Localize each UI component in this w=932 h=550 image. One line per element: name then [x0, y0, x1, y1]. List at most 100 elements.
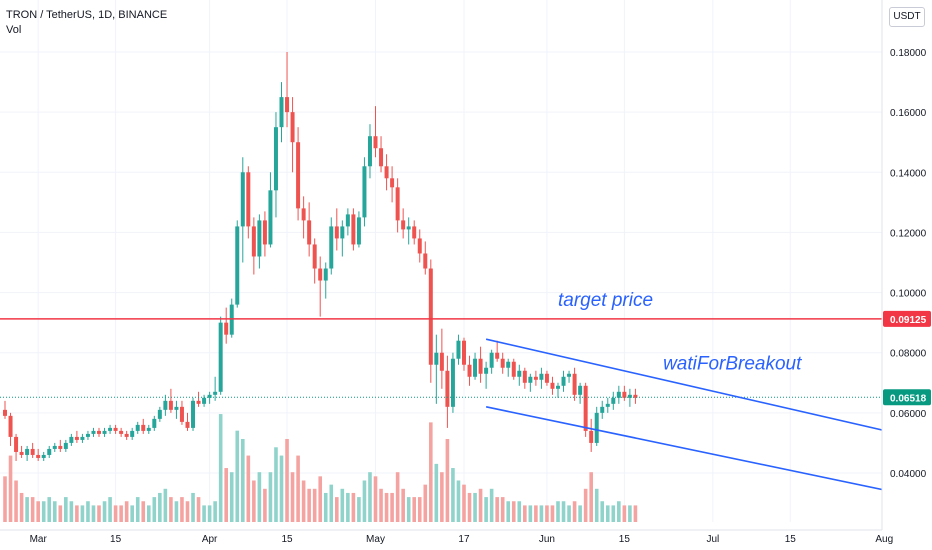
candle-body	[285, 97, 290, 113]
breakout-label[interactable]: watiForBreakout	[663, 353, 802, 374]
volume-bar	[135, 497, 140, 522]
volume-bar	[285, 438, 289, 522]
volume-bar	[506, 501, 511, 522]
price-label-box[interactable]	[883, 389, 931, 406]
candle-body	[423, 253, 428, 269]
candle-body	[63, 442, 68, 449]
candle-body	[185, 421, 190, 428]
volume-bar	[429, 422, 433, 522]
candle-body	[329, 226, 334, 269]
volume-bar	[307, 488, 311, 522]
candle-body	[191, 400, 196, 428]
volume-bar	[417, 497, 422, 522]
volume-bar	[75, 505, 79, 522]
volume-bar	[113, 505, 118, 522]
candle-body	[74, 436, 79, 440]
candle-body	[257, 220, 262, 257]
price-tick-label: 0.04000	[890, 469, 927, 480]
target-price-label[interactable]: target price	[558, 290, 653, 311]
candle-body	[251, 226, 256, 257]
time-tick-label: Jul	[706, 534, 719, 545]
volume-bar	[185, 501, 190, 522]
symbol-title[interactable]: TRON / TetherUS, 1D, BINANCE	[6, 9, 168, 21]
volume-bar	[484, 497, 488, 522]
candle-body	[3, 409, 7, 416]
volume-bar	[213, 501, 217, 522]
candle-body	[19, 451, 24, 455]
volume-bar	[119, 505, 123, 522]
channel-line-lower[interactable]	[485, 406, 932, 521]
volume-bar	[456, 480, 461, 522]
annotations[interactable]: target price watiForBreakout	[558, 290, 802, 374]
candle-body	[52, 445, 57, 449]
volume-bar	[312, 488, 317, 522]
volume-bar	[58, 505, 63, 522]
volume-bar	[323, 492, 328, 522]
candle-body	[401, 220, 406, 230]
volume-bar	[263, 488, 267, 522]
target-price-tag[interactable]: 0.09125	[890, 315, 927, 326]
volume-bar	[578, 505, 582, 522]
price-label-box[interactable]	[883, 310, 931, 327]
volume-bar	[633, 505, 638, 522]
time-tick-label: 17	[458, 534, 470, 545]
candle-body	[616, 391, 621, 398]
volume-bar	[124, 501, 129, 522]
channel-line-upper[interactable]	[485, 338, 932, 468]
volume-bar	[14, 480, 18, 522]
volume-bar	[174, 501, 179, 522]
volume-bar	[102, 501, 107, 522]
candle-body	[583, 385, 588, 431]
candle-body	[152, 418, 157, 428]
volume-bar	[52, 501, 57, 522]
last-price-tag[interactable]: 0.06518	[890, 393, 927, 404]
price-tick-label: 0.14000	[890, 168, 927, 179]
volume-bar	[583, 488, 588, 522]
volume-bar	[91, 505, 96, 522]
volume-bar	[517, 501, 522, 522]
volume-bar	[340, 488, 345, 522]
candle-body	[296, 142, 301, 209]
volume-bar	[373, 476, 378, 522]
time-axis[interactable]: Mar15Apr15May17Jun15Jul15Aug16Sep	[0, 529, 932, 545]
volume-bar	[158, 492, 162, 522]
volume-bar	[534, 505, 538, 522]
candle-body	[179, 406, 184, 422]
candle-body	[461, 340, 466, 365]
candle-body	[97, 430, 102, 434]
candle-body	[262, 220, 267, 245]
candle-body	[41, 454, 46, 458]
candle-body	[594, 412, 599, 443]
volume-bar	[440, 472, 444, 522]
currency-badge[interactable]: USDT	[889, 7, 925, 27]
candle-body	[605, 403, 610, 407]
price-tick-label: 0.06000	[890, 409, 927, 420]
candle-body	[85, 433, 90, 437]
volume-bar	[550, 505, 555, 522]
candle-body	[47, 448, 52, 455]
volume-bar	[257, 472, 262, 522]
volume-bar	[180, 497, 184, 522]
candle-body	[36, 454, 41, 458]
descending-channel[interactable]	[485, 338, 932, 521]
volume-bar	[69, 501, 74, 522]
price-axis[interactable]: 0.18000 0.16000 0.14000 0.12000 0.10000 0.080…	[881, 0, 932, 550]
volume-bar	[207, 505, 212, 522]
candle-body	[484, 367, 489, 374]
horizontal-lines[interactable]	[0, 318, 882, 398]
candle-body	[279, 97, 284, 128]
candle-body	[539, 373, 544, 380]
candle-body	[102, 430, 107, 434]
volume-bar	[528, 505, 533, 522]
volume-bar	[252, 480, 256, 522]
volume-label[interactable]: Vol	[6, 24, 22, 36]
volume-bar	[556, 501, 560, 522]
volume-bar	[346, 492, 350, 522]
candle-body	[323, 268, 328, 281]
candle-body	[478, 358, 483, 374]
volume-bar	[152, 497, 157, 522]
candle-body	[157, 409, 162, 419]
volume-bar	[196, 497, 201, 522]
price-axis-bg	[882, 0, 932, 550]
